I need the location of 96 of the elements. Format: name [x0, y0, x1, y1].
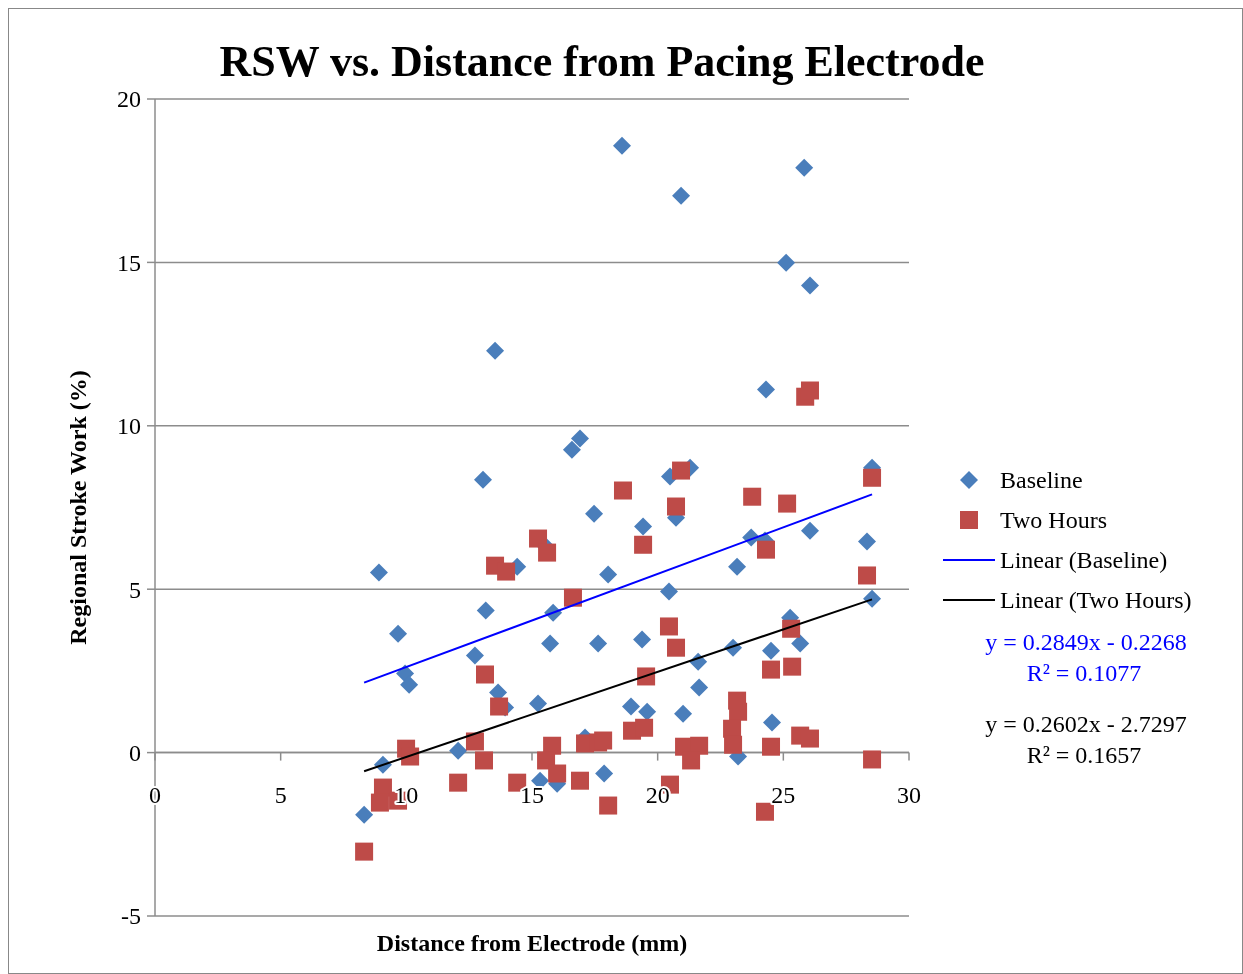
point [634, 517, 653, 536]
point [465, 646, 484, 665]
point [667, 638, 686, 657]
point [795, 158, 814, 177]
y-tick-label: 0 [129, 740, 141, 766]
x-tick-label: 0 [149, 781, 161, 808]
point [599, 796, 618, 815]
x-tick-label: 30 [897, 781, 921, 808]
point [635, 718, 654, 737]
point [370, 793, 389, 812]
point [791, 634, 810, 653]
point [863, 750, 882, 769]
point [594, 731, 613, 750]
point [800, 729, 819, 748]
chart-title: RSW vs. Distance from Pacing Electrode [219, 37, 985, 86]
point [476, 665, 494, 684]
x-tick-label: 10 [394, 781, 419, 808]
point [473, 470, 492, 489]
point [589, 634, 608, 653]
point [612, 136, 631, 155]
point [486, 341, 505, 360]
point [571, 771, 590, 790]
point [659, 582, 678, 601]
legend-label: Linear (Two Hours) [1000, 587, 1192, 614]
point [449, 741, 468, 760]
point [756, 380, 775, 399]
point [465, 732, 484, 751]
point [490, 697, 509, 716]
point [756, 540, 775, 559]
point [633, 630, 652, 649]
y-tick-label: 15 [117, 249, 141, 276]
point [659, 617, 678, 636]
point [778, 494, 797, 513]
point [634, 535, 653, 554]
point [497, 562, 516, 581]
point [800, 381, 819, 400]
text: y = 0.2849x - 0.2268 [985, 629, 1187, 655]
point [724, 735, 743, 754]
point [858, 532, 877, 551]
point [858, 566, 877, 585]
point [562, 440, 581, 459]
point [537, 751, 556, 770]
point [563, 588, 582, 607]
point [529, 694, 548, 713]
point [762, 660, 781, 679]
point [355, 805, 374, 824]
legend-label: Linear (Baseline) [1000, 547, 1168, 574]
point [674, 704, 693, 723]
point [369, 563, 388, 582]
point [541, 634, 560, 653]
point [613, 481, 632, 500]
text: R² = 0.1077 [1026, 660, 1142, 686]
point [585, 504, 604, 523]
x-tick-label: 15 [520, 781, 544, 808]
x-tick-label: 5 [274, 781, 287, 808]
point [599, 565, 618, 584]
point [863, 589, 882, 608]
point [622, 697, 641, 716]
point [449, 773, 468, 792]
text: y = 0.2602x - 2.7297 [985, 711, 1187, 737]
x-axis-title: Distance from Electrode (mm) [376, 930, 688, 956]
point [755, 802, 774, 821]
point [672, 186, 691, 205]
point [638, 702, 657, 721]
point [672, 461, 691, 480]
y-tick-label: 10 [117, 413, 141, 440]
point [777, 253, 796, 272]
point [728, 557, 747, 576]
y-axis-title: Regional Stroke Work (%) [65, 370, 91, 645]
y-tick-label: -5 [121, 903, 141, 930]
point [548, 764, 567, 783]
point [783, 657, 802, 676]
point [667, 497, 686, 516]
text: R² = 0.1657 [1026, 742, 1142, 768]
y-tick-label: 5 [129, 576, 141, 603]
point [595, 764, 614, 783]
point [763, 713, 782, 732]
point [538, 543, 557, 562]
point [389, 624, 408, 643]
point [400, 675, 419, 694]
x-tick-label: 20 [645, 781, 670, 808]
point [476, 601, 495, 620]
point [571, 429, 589, 448]
y-tick-label: 20 [117, 86, 141, 113]
point [800, 276, 819, 295]
x-tick-label: 25 [771, 781, 796, 808]
point [762, 737, 781, 756]
point [690, 678, 709, 697]
point [762, 641, 781, 660]
point [863, 468, 882, 487]
point [743, 487, 762, 506]
point [355, 842, 374, 861]
point [475, 751, 493, 770]
point [800, 521, 819, 540]
legend-label: Two Hours [1000, 507, 1107, 534]
legend-label: Baseline [1000, 467, 1083, 494]
